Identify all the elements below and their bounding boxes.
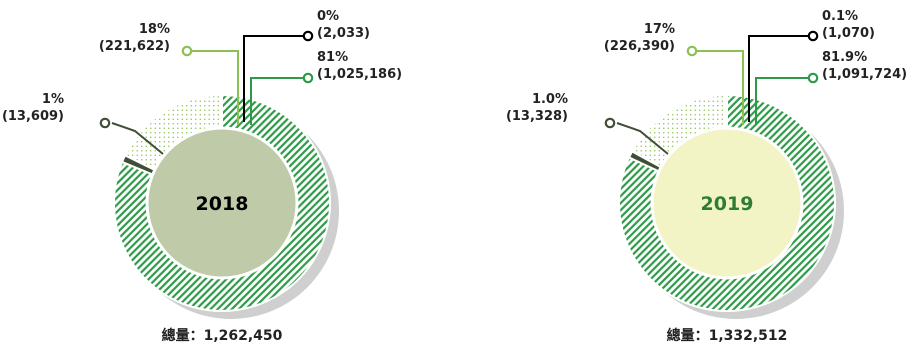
leader-line [697, 50, 744, 125]
data-label-percent: 1.0% [532, 92, 568, 107]
data-label-percent: 18% [139, 22, 170, 37]
total-caption: 總量：1,262,450 [162, 327, 283, 344]
chart-title: 2019 [701, 193, 754, 215]
leader-dot [604, 117, 616, 129]
data-label-value: (221,622) [99, 39, 170, 54]
data-label-percent: 81.9% [822, 50, 867, 65]
data-label-percent: 0.1% [822, 9, 858, 24]
data-label-value: (2,033) [317, 26, 370, 41]
data-label-percent: 17% [644, 22, 675, 37]
chart-title: 2018 [196, 193, 249, 215]
leader-line [748, 35, 808, 122]
donut-center [145, 126, 299, 280]
leader-dot [181, 45, 193, 57]
leader-dot [99, 117, 111, 129]
data-label-value: (1,070) [822, 26, 875, 41]
leader-line [111, 122, 164, 155]
data-label-percent: 1% [42, 92, 64, 107]
data-label-value: (1,091,724) [822, 67, 907, 82]
data-label-value: (13,609) [2, 109, 64, 124]
pie-slice-4 [725, 93, 728, 204]
leader-dot [686, 45, 698, 57]
data-label-value: (13,328) [506, 109, 568, 124]
leader-dot [302, 72, 314, 84]
leader-dot [807, 30, 819, 42]
leader-line [243, 35, 303, 122]
leader-line [192, 50, 239, 125]
leader-dot [302, 30, 314, 42]
leader-line [250, 77, 303, 125]
data-label-percent: 81% [317, 50, 348, 65]
leader-dot [807, 72, 819, 84]
leader-line [755, 77, 808, 125]
total-caption: 總量：1,332,512 [667, 327, 788, 344]
data-label-value: (1,025,186) [317, 67, 402, 82]
donut-center [650, 126, 804, 280]
data-label-value: (226,390) [604, 39, 675, 54]
leader-line [616, 122, 669, 155]
data-label-percent: 0% [317, 9, 339, 24]
